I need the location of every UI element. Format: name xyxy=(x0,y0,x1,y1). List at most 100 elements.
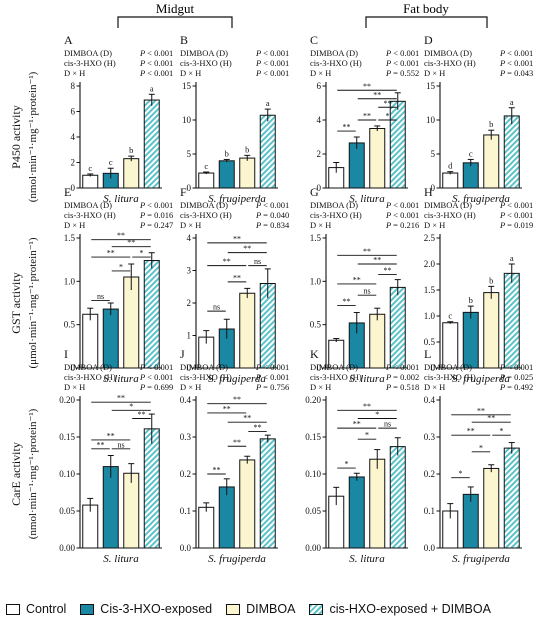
stat-name: cis-3-HXO (H) xyxy=(310,58,362,68)
bar-1 xyxy=(198,506,215,549)
x-axis-label: S. frugiperda xyxy=(208,193,266,205)
stat-name: cis-3-HXO (H) xyxy=(310,210,362,220)
stat-name: DIMBOA (D) xyxy=(64,362,112,372)
stat-p-value: P < 0.001 xyxy=(139,200,173,210)
bar-3 xyxy=(483,467,500,549)
comparison-label: ** xyxy=(343,297,351,306)
y-tick-label: 10 xyxy=(182,115,192,125)
significance-letter: b xyxy=(489,275,493,285)
comparison-label: ** xyxy=(117,231,125,240)
bar-2 xyxy=(462,493,479,549)
comparison-label: ns xyxy=(363,287,370,296)
legend: Control Cis-3-HXO-exposed DIMBOA cis-HXO… xyxy=(6,598,546,620)
comparison-label: ** xyxy=(373,90,381,99)
bar-3 xyxy=(369,458,386,549)
x-axis-label: S. litura xyxy=(103,553,139,565)
y-tick-label: 0.10 xyxy=(305,469,321,479)
stat-name: DIMBOA (D) xyxy=(64,48,112,58)
comparison-label: ** xyxy=(477,406,485,415)
legend-item-hxo: Cis-3-HXO-exposed xyxy=(80,602,212,616)
y-tick-label: 10 xyxy=(426,115,436,125)
y-tick-label: 2 xyxy=(187,298,192,308)
bar-2 xyxy=(102,466,119,549)
bar-2 xyxy=(348,476,365,549)
figure-canvas: Midgut Fat body P450 activity (nmol·min⁻¹… xyxy=(9,1,533,565)
bar-4 xyxy=(259,438,276,549)
stat-p-value: P = 0.043 xyxy=(499,68,533,78)
bar-4 xyxy=(503,272,520,369)
y-tick-label: 4 xyxy=(187,233,192,243)
stat-p-value: P = 0.699 xyxy=(139,382,173,392)
bar-2 xyxy=(218,160,235,189)
x-axis-label: S. litura xyxy=(103,193,139,205)
stat-name: cis-3-HXO (H) xyxy=(310,372,362,382)
bar-1 xyxy=(82,313,99,369)
comparison-label: ** xyxy=(233,273,241,282)
stat-p-value: P < 0.001 xyxy=(255,58,289,68)
legend-swatch-dimboa xyxy=(226,603,241,615)
stat-name: D × H xyxy=(180,220,201,230)
comparison-label: ** xyxy=(363,402,371,411)
significance-letter: b xyxy=(469,295,473,305)
stat-p-value: P = 0.756 xyxy=(255,382,289,392)
stat-name: D × H xyxy=(310,220,331,230)
stat-name: DIMBOA (D) xyxy=(310,200,358,210)
panel-letter: C xyxy=(310,33,318,47)
stat-p-value: P < 0.001 xyxy=(255,68,289,78)
panel-letter: J xyxy=(180,347,185,361)
y-tick-label: 1.0 xyxy=(310,276,322,286)
comparison-label: ** xyxy=(243,414,251,423)
stat-p-value: P = 0.025 xyxy=(499,372,533,382)
significance-letter: c xyxy=(109,157,113,167)
y-tick-label: 0.00 xyxy=(59,543,75,553)
x-axis-label: S. frugiperda xyxy=(208,373,266,385)
comparison-label: ** xyxy=(233,234,241,243)
legend-swatch-control xyxy=(6,603,20,615)
bar-3 xyxy=(483,292,500,369)
x-axis-label: S. litura xyxy=(349,193,385,205)
stat-p-value: P < 0.001 xyxy=(139,58,173,68)
stat-p-value: P < 0.001 xyxy=(499,58,533,68)
bar-4 xyxy=(143,260,160,369)
comparison-label: ns xyxy=(97,292,104,301)
x-axis-label: S. litura xyxy=(349,373,385,385)
bar-1 xyxy=(198,172,215,189)
stat-p-value: P < 0.001 xyxy=(139,372,173,382)
panel-letter: E xyxy=(64,185,71,199)
bar-3 xyxy=(239,459,256,549)
stat-p-value: P = 0.492 xyxy=(499,382,533,392)
y-tick-label: 2 xyxy=(317,149,322,159)
comparison-label: * xyxy=(386,112,390,121)
y-tick-label: 6 xyxy=(317,81,322,91)
bar-2 xyxy=(462,162,479,189)
comparison-label: * xyxy=(479,443,483,452)
y-tick-label: 8 xyxy=(71,81,76,91)
comparison-label: ** xyxy=(138,410,146,419)
comparison-label: * xyxy=(345,460,349,469)
stat-name: cis-3-HXO (H) xyxy=(424,210,476,220)
comparison-label: * xyxy=(459,469,463,478)
y-tick-label: 0.15 xyxy=(59,432,75,442)
row-axis-labels: P450 activity (nmol·min⁻¹·mg⁻¹·protein⁻¹)… xyxy=(9,71,39,539)
stat-p-value: P < 0.001 xyxy=(139,48,173,58)
y-tick-label: 0.3 xyxy=(180,432,192,442)
comparison-label: ** xyxy=(223,257,231,266)
bar-4 xyxy=(503,115,520,189)
y-tick-label: 0 xyxy=(317,183,322,193)
stat-name: DIMBOA (D) xyxy=(180,200,228,210)
comparison-label: ** xyxy=(233,395,241,404)
comparison-label: ** xyxy=(363,82,371,91)
x-axis-label: S. frugiperda xyxy=(452,373,510,385)
panel-letter: G xyxy=(310,185,319,199)
stat-name: cis-3-HXO (H) xyxy=(64,58,116,68)
bar-4 xyxy=(389,446,406,549)
bar-4 xyxy=(389,100,406,189)
stat-p-value: P = 0.518 xyxy=(385,382,419,392)
y-tick-label: 6 xyxy=(71,107,76,117)
comparison-label: ns xyxy=(384,420,391,429)
